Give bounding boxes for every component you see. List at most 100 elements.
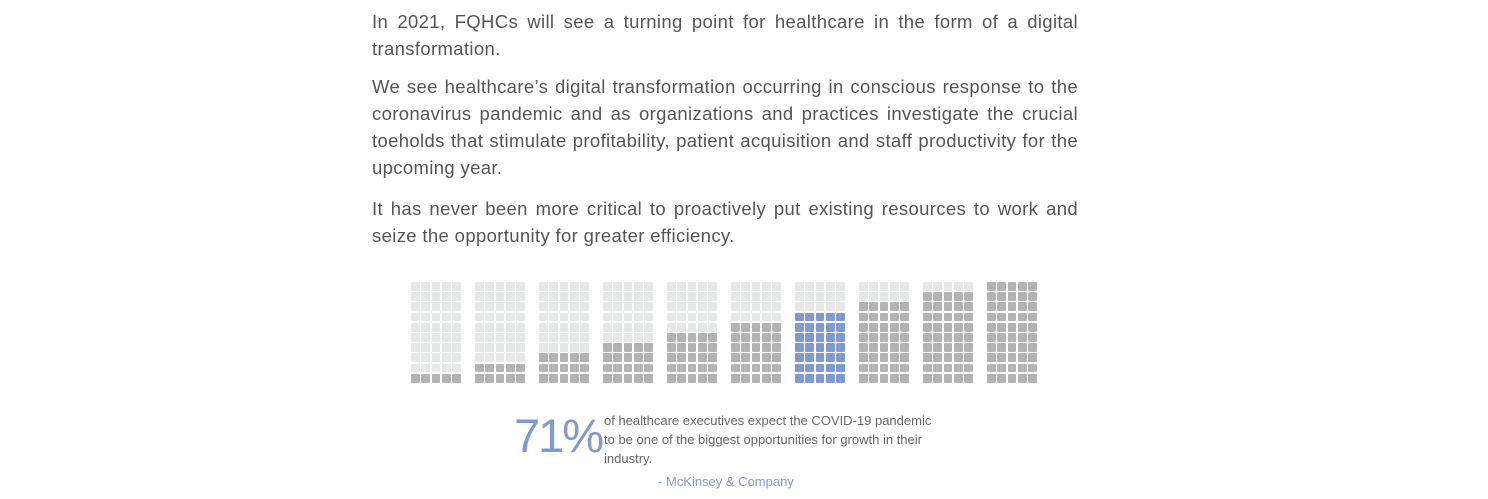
waffle-cell-empty bbox=[580, 282, 589, 291]
waffle-cell-empty bbox=[411, 353, 420, 363]
waffle-cell-filled bbox=[741, 373, 751, 383]
waffle-cell-empty bbox=[569, 312, 579, 322]
waffle-block bbox=[475, 282, 525, 383]
waffle-cell-filled bbox=[997, 353, 1007, 363]
waffle-cell-filled bbox=[677, 363, 687, 373]
waffle-cell-empty bbox=[505, 353, 515, 363]
waffle-cell-empty bbox=[805, 302, 815, 312]
waffle-cell-empty bbox=[677, 282, 687, 291]
waffle-cell-filled bbox=[815, 363, 825, 373]
waffle-cell-empty bbox=[644, 322, 653, 332]
waffle-cell-empty bbox=[559, 292, 569, 301]
waffle-cell-empty bbox=[516, 282, 525, 291]
waffle-cell-filled bbox=[889, 353, 899, 363]
waffle-cell-empty bbox=[667, 322, 676, 332]
waffle-cell-empty bbox=[900, 282, 909, 291]
waffle-cell-filled bbox=[1007, 333, 1017, 342]
waffle-cell-filled bbox=[869, 343, 879, 352]
waffle-cell-filled bbox=[933, 343, 943, 352]
waffle-cell-filled bbox=[943, 292, 953, 301]
waffle-cell-filled bbox=[879, 312, 889, 322]
waffle-cell-filled bbox=[761, 373, 771, 383]
waffle-cell-empty bbox=[687, 302, 697, 312]
waffle-cell-filled bbox=[539, 373, 548, 383]
waffle-cell-filled bbox=[708, 373, 717, 383]
waffle-cell-filled bbox=[805, 353, 815, 363]
waffle-cell-filled bbox=[731, 363, 740, 373]
waffle-cell-empty bbox=[815, 282, 825, 291]
waffle-cell-filled bbox=[987, 353, 996, 363]
waffle-cell-filled bbox=[772, 333, 781, 342]
waffle-cell-filled bbox=[889, 363, 899, 373]
stat-value: 71% bbox=[514, 409, 604, 462]
waffle-cell-empty bbox=[569, 302, 579, 312]
waffle-cell-filled bbox=[697, 373, 707, 383]
waffle-cell-empty bbox=[411, 333, 420, 342]
waffle-cell-empty bbox=[505, 282, 515, 291]
waffle-cell-filled bbox=[825, 343, 835, 352]
waffle-cell-empty bbox=[441, 322, 451, 332]
waffle-cell-filled bbox=[987, 322, 996, 332]
waffle-cell-empty bbox=[623, 282, 633, 291]
waffle-cell-empty bbox=[441, 363, 451, 373]
waffle-cell-filled bbox=[859, 343, 868, 352]
waffle-cell-empty bbox=[879, 282, 889, 291]
waffle-cell-filled bbox=[879, 322, 889, 332]
waffle-cell-empty bbox=[421, 353, 431, 363]
waffle-cell-filled bbox=[1017, 302, 1027, 312]
waffle-cell-filled bbox=[933, 312, 943, 322]
waffle-cell-empty bbox=[708, 302, 717, 312]
waffle-cell-filled bbox=[923, 322, 932, 332]
waffle-cell-filled bbox=[731, 373, 740, 383]
waffle-cell-empty bbox=[495, 312, 505, 322]
waffle-cell-empty bbox=[411, 312, 420, 322]
waffle-cell-filled bbox=[741, 343, 751, 352]
waffle-cell-empty bbox=[559, 302, 569, 312]
waffle-cell-filled bbox=[516, 373, 525, 383]
waffle-cell-filled bbox=[667, 363, 676, 373]
waffle-cell-empty bbox=[441, 292, 451, 301]
waffle-cell-empty bbox=[741, 282, 751, 291]
waffle-cell-filled bbox=[859, 312, 868, 322]
waffle-cell-filled bbox=[1007, 322, 1017, 332]
waffle-cell-filled bbox=[1028, 343, 1037, 352]
waffle-cell-empty bbox=[475, 333, 484, 342]
waffle-cell-filled bbox=[889, 322, 899, 332]
waffle-cell-filled bbox=[815, 333, 825, 342]
waffle-cell-filled bbox=[441, 373, 451, 383]
waffle-cell-filled bbox=[953, 312, 963, 322]
waffle-cell-empty bbox=[441, 333, 451, 342]
waffle-cell-empty bbox=[815, 302, 825, 312]
waffle-cell-empty bbox=[633, 302, 643, 312]
waffle-cell-filled bbox=[859, 333, 868, 342]
waffle-cell-empty bbox=[505, 343, 515, 352]
waffle-cell-empty bbox=[644, 292, 653, 301]
waffle-cell-filled bbox=[879, 333, 889, 342]
waffle-cell-filled bbox=[1028, 322, 1037, 332]
waffle-cell-filled bbox=[815, 343, 825, 352]
waffle-cell-filled bbox=[964, 343, 973, 352]
waffle-cell-empty bbox=[667, 312, 676, 322]
waffle-cell-empty bbox=[421, 312, 431, 322]
waffle-cell-empty bbox=[633, 282, 643, 291]
waffle-cell-filled bbox=[751, 353, 761, 363]
waffle-cell-empty bbox=[869, 292, 879, 301]
waffle-cell-empty bbox=[613, 282, 623, 291]
waffle-cell-filled bbox=[485, 373, 495, 383]
waffle-cell-filled bbox=[603, 343, 612, 352]
waffle-cell-filled bbox=[805, 373, 815, 383]
article-body: In 2021, FQHCs will see a turning point … bbox=[372, 8, 1078, 260]
waffle-cell-filled bbox=[964, 353, 973, 363]
waffle-cell-filled bbox=[879, 302, 889, 312]
waffle-cell-empty bbox=[411, 322, 420, 332]
waffle-block bbox=[411, 282, 461, 383]
waffle-cell-empty bbox=[421, 302, 431, 312]
waffle-cell-filled bbox=[772, 353, 781, 363]
waffle-cell-empty bbox=[580, 312, 589, 322]
waffle-cell-empty bbox=[549, 333, 559, 342]
waffle-cell-filled bbox=[1007, 363, 1017, 373]
waffle-cell-empty bbox=[559, 282, 569, 291]
waffle-cell-filled bbox=[836, 373, 845, 383]
waffle-cell-filled bbox=[869, 353, 879, 363]
waffle-cell-filled bbox=[751, 343, 761, 352]
